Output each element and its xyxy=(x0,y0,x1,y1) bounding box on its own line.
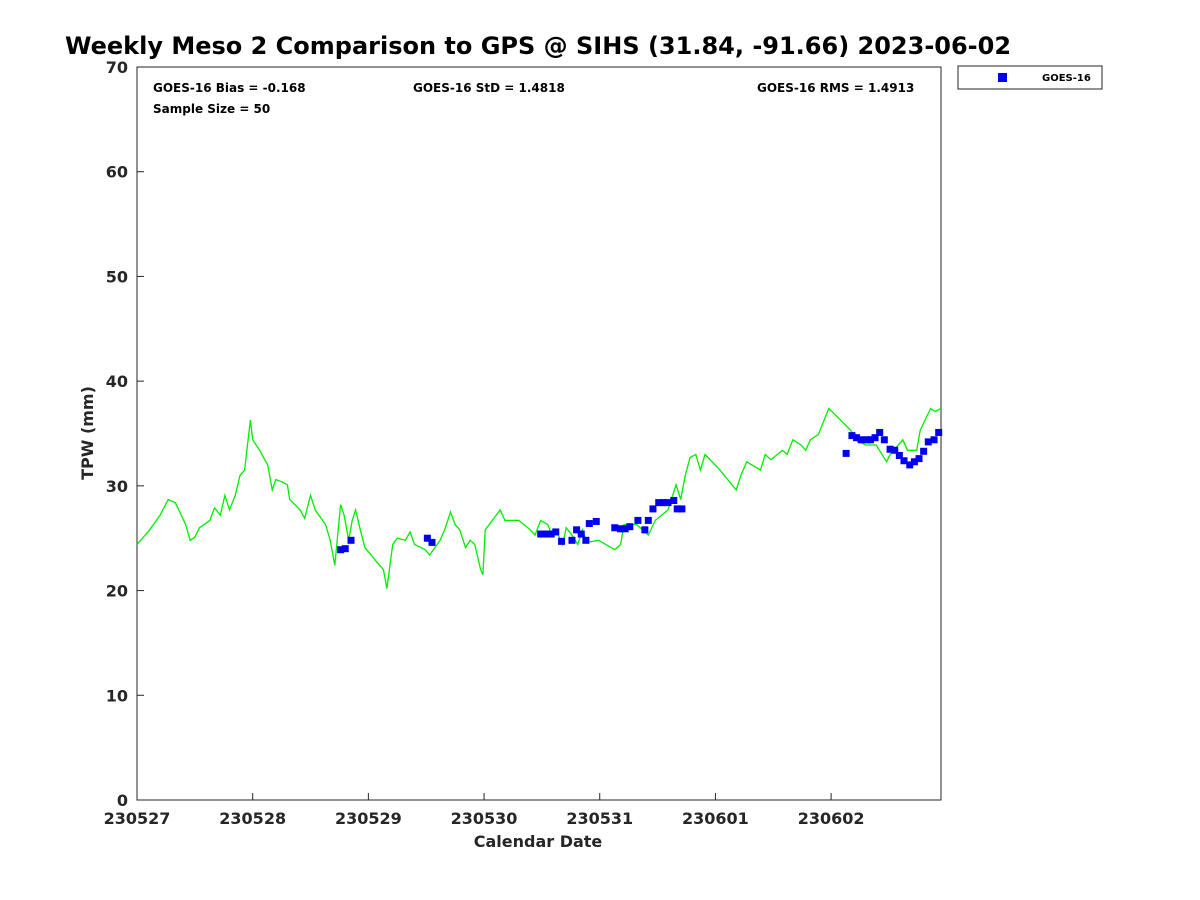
goes16-point xyxy=(876,428,884,436)
x-tick-label: 230527 xyxy=(104,809,171,828)
legend: GOES-16 xyxy=(957,65,1103,90)
goes16-point xyxy=(924,438,932,446)
goes16-point xyxy=(886,445,894,453)
y-tick-label: 60 xyxy=(106,163,128,182)
chart-title: Weekly Meso 2 Comparison to GPS @ SIHS (… xyxy=(65,32,1011,60)
goes16-point xyxy=(678,505,686,513)
goes16-point xyxy=(891,446,899,454)
goes16-point xyxy=(915,455,923,463)
y-tick-label: 20 xyxy=(106,582,128,601)
goes16-point xyxy=(577,530,585,538)
x-axis: 230527 230528 230529 230530 230531 230601 2306… xyxy=(104,793,865,828)
goes16-point xyxy=(857,436,865,444)
goes16-point xyxy=(842,449,850,457)
goes16-point xyxy=(659,499,667,507)
x-axis-label: Calendar Date xyxy=(474,832,603,851)
plot-area xyxy=(136,66,942,801)
goes16-point xyxy=(347,536,355,544)
goes16-point xyxy=(341,545,349,553)
goes16-point xyxy=(644,516,652,524)
y-tick-label: 30 xyxy=(106,477,128,496)
goes16-point xyxy=(866,436,874,444)
goes16-point xyxy=(634,516,642,524)
goes16-point xyxy=(552,528,560,536)
goes16-point xyxy=(930,436,938,444)
legend-box xyxy=(957,65,1103,90)
sample-size-annotation: Sample Size = 50 xyxy=(153,102,270,116)
goes16-point xyxy=(558,537,566,545)
std-annotation: GOES-16 StD = 1.4818 xyxy=(413,81,565,95)
y-axis-label: TPW (mm) xyxy=(78,386,97,480)
y-tick-label: 50 xyxy=(106,267,128,286)
goes16-point xyxy=(670,497,678,505)
goes16-point xyxy=(592,517,600,525)
goes16-point xyxy=(848,432,856,440)
goes16-point xyxy=(664,499,672,507)
rms-annotation: GOES-16 RMS = 1.4913 xyxy=(757,81,914,95)
x-tick-label: 230529 xyxy=(335,809,402,828)
legend-marker-goes16 xyxy=(998,73,1007,82)
goes16-point xyxy=(910,458,918,466)
goes16-point xyxy=(573,526,581,534)
y-tick-label: 10 xyxy=(106,686,128,705)
goes16-point xyxy=(626,523,634,531)
goes16-point xyxy=(853,434,861,442)
goes16-point xyxy=(568,536,576,544)
goes16-point xyxy=(582,536,590,544)
y-tick-label: 40 xyxy=(106,372,128,391)
bias-annotation: GOES-16 Bias = -0.168 xyxy=(153,81,306,95)
legend-label-goes16: GOES-16 xyxy=(1042,73,1091,84)
gps-series-line xyxy=(136,407,942,589)
goes16-point xyxy=(673,505,681,513)
x-tick-label: 230601 xyxy=(682,809,749,828)
goes16-point xyxy=(655,499,663,507)
x-tick-label: 230531 xyxy=(566,809,633,828)
y-tick-label: 0 xyxy=(117,791,128,810)
y-tick-label: 70 xyxy=(106,58,128,77)
plot-marks xyxy=(136,407,943,589)
y-axis: 0 10 20 30 40 50 60 70 xyxy=(106,58,144,810)
goes16-point xyxy=(617,525,625,533)
goes16-point xyxy=(641,526,649,534)
goes16-point xyxy=(428,538,436,546)
goes16-point xyxy=(543,530,551,538)
x-tick-label: 230602 xyxy=(798,809,865,828)
x-tick-label: 230528 xyxy=(219,809,286,828)
goes16-point xyxy=(871,434,879,442)
goes16-point xyxy=(900,457,908,465)
goes16-point xyxy=(585,520,593,528)
goes16-point xyxy=(895,451,903,459)
goes16-point xyxy=(906,461,914,469)
goes16-point xyxy=(337,546,345,554)
goes16-point xyxy=(880,436,888,444)
goes16-point xyxy=(621,525,629,533)
goes16-point xyxy=(920,447,928,455)
goes16-point xyxy=(611,524,619,532)
x-tick-label: 230530 xyxy=(451,809,518,828)
goes16-point xyxy=(423,534,431,542)
goes16-point xyxy=(935,428,943,436)
goes16-point xyxy=(547,530,555,538)
goes16-point xyxy=(537,530,545,538)
goes16-point xyxy=(649,505,657,513)
